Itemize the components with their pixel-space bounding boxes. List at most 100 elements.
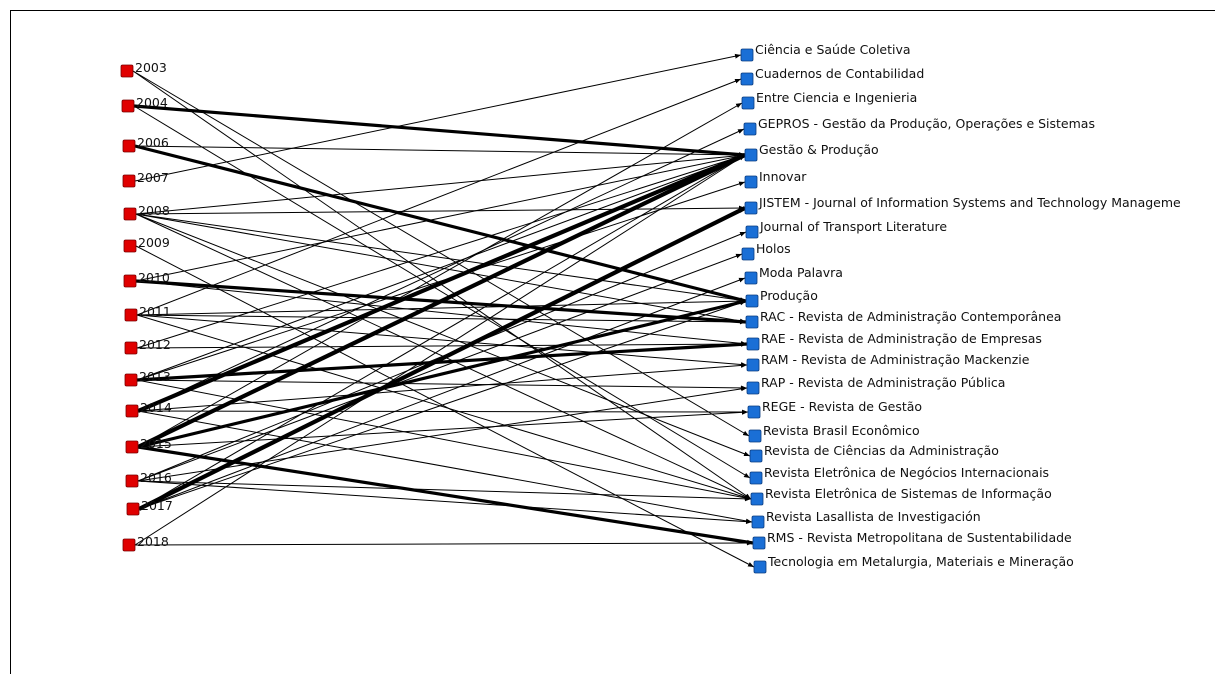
edge-2015-to-rege-revista-de-gestao xyxy=(137,409,749,448)
journal-node-square xyxy=(748,429,762,443)
edge-layer xyxy=(132,53,755,568)
year-node-2017[interactable]: 2017 xyxy=(126,498,173,516)
year-node-2012[interactable]: 2012 xyxy=(124,337,171,355)
journal-label: Ciência e Saúde Coletiva xyxy=(755,42,911,57)
journal-node-square xyxy=(745,315,759,329)
journal-node-revista-de-ciencias-da-administracao[interactable]: Revista de Ciências da Administração xyxy=(749,443,999,463)
journal-label: Gestão & Produção xyxy=(759,142,879,157)
journal-label: Innovar xyxy=(759,169,807,184)
journal-label: REGE - Revista de Gestão xyxy=(762,399,922,414)
edge-2006-to-gestao-producao xyxy=(134,145,746,158)
year-node-square xyxy=(124,373,138,387)
journal-label: Journal of Transport Literature xyxy=(759,219,947,234)
journal-node-square xyxy=(750,492,764,506)
journal-node-square xyxy=(745,294,759,308)
year-node-square xyxy=(124,308,138,322)
journal-node-square xyxy=(743,122,757,136)
year-node-2014[interactable]: 2014 xyxy=(125,400,172,418)
journal-node-gestao-producao[interactable]: Gestão & Produção xyxy=(744,142,879,162)
year-node-2010[interactable]: 2010 xyxy=(123,270,170,288)
edge-2017-to-moda-palavra xyxy=(138,277,746,510)
edge-2017-to-producao xyxy=(138,300,747,510)
journal-label: RAE - Revista de Administração de Empres… xyxy=(761,331,1042,346)
journal-node-gepros-gestao-da-producao-operacoes-e-sistemas[interactable]: GEPROS - Gestão da Produção, Operações e… xyxy=(743,116,1095,136)
journal-label: Holos xyxy=(756,241,791,256)
edge-2015-to-entre-ciencia-e-ingenieria xyxy=(137,102,743,448)
year-label: 2004 xyxy=(136,95,168,110)
year-node-2018[interactable]: 2018 xyxy=(122,534,169,552)
journal-node-square xyxy=(745,225,759,239)
year-node-square xyxy=(126,502,140,516)
journal-node-square xyxy=(752,536,766,550)
edge-2018-to-gestao-producao xyxy=(134,154,746,546)
journal-node-jistem-journal-of-information-systems-and-technology-manageme[interactable]: JISTEM - Journal of Information Systems … xyxy=(744,195,1181,215)
year-node-2003[interactable]: 2003 xyxy=(120,60,167,78)
journal-node-rms-revista-metropolitana-de-sustentabilidade[interactable]: RMS - Revista Metropolitana de Sustentab… xyxy=(752,530,1072,550)
journal-node-rap-revista-de-administracao-publica[interactable]: RAP - Revista de Administração Pública xyxy=(746,375,1005,395)
edge-2011-to-ram-revista-de-administracao-mackenzie xyxy=(136,314,748,367)
year-node-layer: 2003 2004 2006 2007 2008 2009 2010 2011 2012 2013… xyxy=(120,60,173,552)
year-node-2011[interactable]: 2011 xyxy=(124,304,171,322)
year-node-square xyxy=(125,440,139,454)
journal-node-journal-of-transport-literature[interactable]: Journal of Transport Literature xyxy=(745,219,947,239)
year-node-square xyxy=(125,404,139,418)
journal-node-square xyxy=(746,358,760,372)
journal-label: Revista Eletrônica de Sistemas de Inform… xyxy=(765,486,1052,501)
year-node-2008[interactable]: 2008 xyxy=(123,203,170,221)
year-node-2016[interactable]: 2016 xyxy=(125,470,172,488)
edge-2004-to-gestao-producao xyxy=(133,104,746,157)
edge-2016-to-holos xyxy=(137,253,743,482)
edge-2008-to-jistem-journal-of-information-systems-and-technology-manageme xyxy=(135,205,746,215)
journal-node-rac-revista-de-administracao-contemporanea[interactable]: RAC - Revista de Administração Contempor… xyxy=(745,309,1061,329)
year-node-2004[interactable]: 2004 xyxy=(121,95,168,113)
year-label: 2008 xyxy=(138,203,170,218)
edge-2013-to-rap-revista-de-administracao-publica xyxy=(136,379,748,391)
journal-node-square xyxy=(753,560,767,574)
journal-node-square xyxy=(744,148,758,162)
year-node-2015[interactable]: 2015 xyxy=(125,436,172,454)
year-label: 2017 xyxy=(141,498,173,513)
year-node-square xyxy=(120,64,134,78)
journal-node-square xyxy=(746,337,760,351)
edge-2012-to-gestao-producao xyxy=(136,154,746,349)
year-node-2009[interactable]: 2009 xyxy=(123,235,170,253)
edge-2017-to-jistem-journal-of-information-systems-and-technology-manageme xyxy=(138,206,746,511)
edge-2017-to-gestao-producao xyxy=(138,154,746,510)
year-node-2013[interactable]: 2013 xyxy=(124,369,171,387)
journal-node-ram-revista-de-administracao-mackenzie[interactable]: RAM - Revista de Administração Mackenzie xyxy=(746,352,1030,372)
journal-node-revista-eletronica-de-negocios-internacionais[interactable]: Revista Eletrônica de Negócios Internaci… xyxy=(749,465,1049,485)
edge-2006-to-producao xyxy=(134,144,747,303)
year-label: 2006 xyxy=(137,135,169,150)
journal-node-producao[interactable]: Produção xyxy=(745,288,818,308)
journal-node-holos[interactable]: Holos xyxy=(741,241,791,261)
journal-node-revista-brasil-economico[interactable]: Revista Brasil Econômico xyxy=(748,423,920,443)
year-label: 2013 xyxy=(139,369,171,384)
journal-node-square xyxy=(747,405,761,419)
journal-label: Produção xyxy=(760,288,818,303)
journal-node-square xyxy=(744,271,758,285)
year-node-square xyxy=(122,174,136,188)
journal-node-square xyxy=(749,471,763,485)
journal-node-revista-eletronica-de-sistemas-de-informacao[interactable]: Revista Eletrônica de Sistemas de Inform… xyxy=(750,486,1052,506)
edge-2003-to-revista-brasil-economico xyxy=(132,70,750,437)
journal-node-moda-palavra[interactable]: Moda Palavra xyxy=(744,265,843,285)
journal-label: RAC - Revista de Administração Contempor… xyxy=(760,309,1061,324)
journal-node-revista-lasallista-de-investigacion[interactable]: Revista Lasallista de Investigación xyxy=(751,509,981,529)
journal-node-innovar[interactable]: Innovar xyxy=(744,169,807,189)
year-label: 2009 xyxy=(138,235,170,250)
year-node-2006[interactable]: 2006 xyxy=(122,135,169,153)
journal-node-ciencia-e-saude-coletiva[interactable]: Ciência e Saúde Coletiva xyxy=(740,42,911,62)
journal-node-rae-revista-de-administracao-de-empresas[interactable]: RAE - Revista de Administração de Empres… xyxy=(746,331,1042,351)
edge-2011-to-revista-eletronica-de-sistemas-de-informacao xyxy=(136,314,752,500)
journal-node-tecnologia-em-metalurgia-materiais-e-mineracao[interactable]: Tecnologia em Metalurgia, Materiais e Mi… xyxy=(753,554,1074,574)
edge-2011-to-cuadernos-de-contabilidad xyxy=(136,78,742,316)
journal-node-rege-revista-de-gestao[interactable]: REGE - Revista de Gestão xyxy=(747,399,922,419)
year-node-square xyxy=(121,99,135,113)
journal-node-square xyxy=(741,96,755,110)
journal-node-cuadernos-de-contabilidad[interactable]: Cuadernos de Contabilidad xyxy=(740,66,924,86)
journal-node-entre-ciencia-e-ingenieria[interactable]: Entre Ciencia e Ingenieria xyxy=(741,90,917,110)
year-node-2007[interactable]: 2007 xyxy=(122,170,169,188)
edge-2016-to-rap-revista-de-administracao-publica xyxy=(137,386,748,482)
